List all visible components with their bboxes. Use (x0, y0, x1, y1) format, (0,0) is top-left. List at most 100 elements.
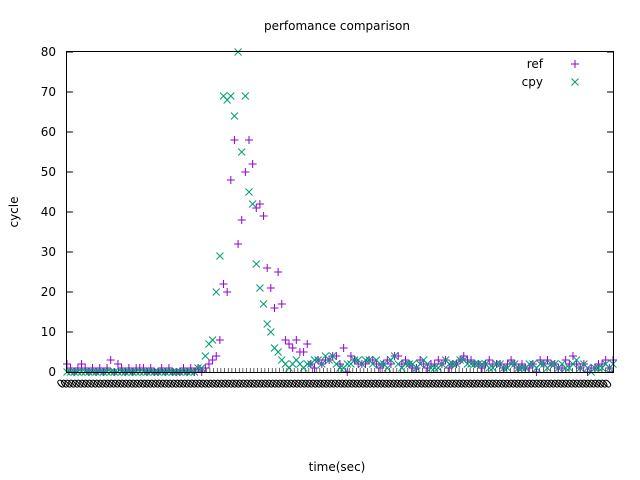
data-point-cpy (514, 364, 523, 372)
data-point-cpy (241, 92, 250, 100)
data-point-ref (434, 356, 443, 364)
data-point-ref (66, 364, 75, 372)
data-point-cpy (594, 364, 603, 372)
data-point-cpy (499, 364, 508, 372)
data-point-ref (397, 360, 406, 368)
data-point-ref (368, 356, 377, 364)
data-point-ref (106, 356, 115, 364)
data-point-ref (208, 356, 217, 364)
data-point-cpy (310, 356, 319, 364)
data-point-cpy (376, 360, 384, 368)
data-point-cpy (361, 356, 370, 364)
data-point-ref (383, 356, 392, 364)
data-point-cpy (263, 320, 272, 328)
y-axis-label: cycle (7, 196, 21, 227)
data-point-ref (124, 364, 133, 372)
data-point-cpy (237, 148, 246, 156)
data-point-ref (164, 364, 173, 372)
data-point-cpy (507, 360, 515, 368)
data-point-ref (598, 360, 607, 368)
data-point-ref (485, 356, 494, 364)
data-point-ref (292, 336, 301, 344)
data-point-ref (336, 360, 344, 368)
data-point-ref (245, 136, 253, 144)
data-point-ref (204, 360, 213, 368)
x-axis-label: time(sec) (309, 460, 366, 474)
data-point-ref (241, 168, 250, 176)
data-point-cpy (383, 364, 392, 372)
data-point-cpy (216, 252, 224, 260)
data-point-cpy (405, 360, 414, 368)
data-point-cpy (427, 364, 435, 372)
data-point-ref (536, 356, 545, 364)
data-point-ref (419, 360, 428, 368)
y-tick-label: 30 (41, 245, 56, 259)
data-point-cpy (572, 356, 581, 364)
data-point-ref (248, 160, 257, 168)
data-point-cpy (561, 364, 570, 372)
data-point-cpy (474, 360, 483, 368)
data-point-ref (394, 352, 403, 360)
data-point-ref (223, 288, 232, 296)
data-point-cpy (336, 364, 344, 372)
data-point-cpy (201, 352, 210, 360)
data-point-cpy (445, 360, 454, 368)
data-point-ref (299, 348, 308, 356)
data-point-ref (179, 364, 188, 372)
data-point-cpy (194, 364, 202, 372)
data-point-cpy (266, 328, 275, 336)
legend-marker-cpy (571, 78, 579, 86)
data-point-ref (303, 340, 312, 348)
data-point-ref (568, 352, 577, 360)
data-point-ref (467, 356, 476, 364)
data-point-cpy (350, 356, 359, 364)
data-point-ref (270, 304, 279, 312)
data-point-ref (73, 364, 82, 372)
data-point-cpy (456, 356, 464, 364)
data-point-ref (157, 364, 166, 372)
plot-marks (63, 48, 617, 376)
data-point-ref (477, 364, 486, 372)
data-point-ref (103, 364, 112, 372)
legend-marker-ref (571, 60, 579, 68)
data-point-cpy (401, 360, 410, 368)
data-point-ref (88, 364, 97, 372)
data-point-cpy (525, 360, 534, 368)
data-point-cpy (463, 360, 472, 368)
legend: ref cpy (522, 57, 579, 89)
data-point-ref (146, 364, 155, 372)
data-point-cpy (256, 284, 264, 292)
data-point-ref (361, 360, 370, 368)
data-point-ref (339, 344, 348, 352)
data-point-ref (310, 364, 319, 372)
data-point-cpy (328, 352, 337, 360)
data-point-cpy (252, 260, 261, 268)
data-point-ref (113, 360, 122, 368)
data-point-ref (430, 360, 439, 368)
data-point-ref (525, 364, 534, 372)
data-point-cpy (467, 360, 475, 368)
legend-label-cpy: cpy (522, 75, 543, 89)
data-point-cpy (430, 364, 439, 372)
data-point-ref (561, 356, 570, 364)
data-point-ref (503, 360, 512, 368)
data-point-ref (601, 356, 610, 364)
data-point-cpy (590, 364, 599, 372)
data-point-ref (459, 352, 468, 360)
data-point-ref (77, 360, 86, 368)
y-tick-label: 0 (48, 365, 56, 379)
data-point-ref (543, 356, 552, 364)
data-point-ref (212, 352, 221, 360)
data-point-ref (401, 356, 410, 364)
data-point-cpy (343, 360, 352, 368)
y-tick-label: 40 (41, 205, 56, 219)
data-point-ref (518, 360, 526, 368)
x-axis-ticks: 0000000000000000000000000000000000000000… (54, 368, 615, 392)
data-point-ref (219, 280, 228, 288)
data-point-ref (186, 364, 195, 372)
chart-title: perfomance comparison (264, 19, 410, 33)
data-point-cpy (208, 336, 217, 344)
data-point-cpy (230, 112, 239, 120)
data-point-ref (558, 364, 567, 372)
